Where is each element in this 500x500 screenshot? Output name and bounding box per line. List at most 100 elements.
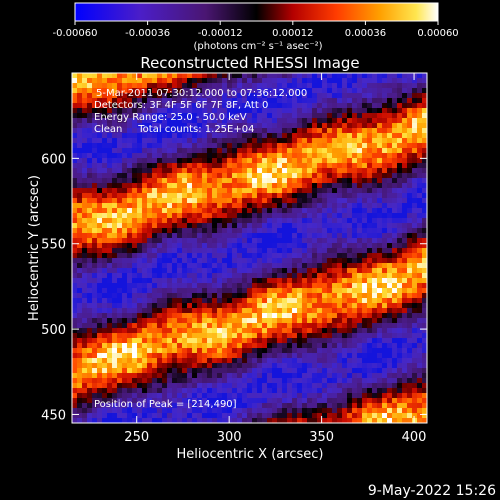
heatmap-cell [257,203,263,209]
heatmap-cell [192,168,198,174]
heatmap-cell [287,213,293,219]
heatmap-cell [107,213,113,219]
heatmap-cell [107,408,113,414]
heatmap-cell [257,148,263,154]
heatmap-cell [322,198,328,204]
heatmap-cell [377,378,383,384]
heatmap-cell [157,403,163,409]
heatmap-cell [417,223,423,229]
heatmap-cell [197,178,203,184]
heatmap-cell [127,303,133,309]
heatmap-cell [292,203,298,209]
heatmap-cell [137,218,143,224]
heatmap-cell [387,93,393,99]
heatmap-cell [102,288,108,294]
heatmap-cell [92,303,98,309]
heatmap-cell [257,278,263,284]
heatmap-cell [207,323,213,329]
heatmap-cell [292,128,298,134]
heatmap-cell [302,258,308,264]
heatmap-cell [152,163,158,169]
heatmap-cell [327,328,333,334]
heatmap-cell [267,398,273,404]
heatmap-cell [197,368,203,374]
heatmap-cell [372,298,378,304]
heatmap-cell [262,368,268,374]
heatmap-cell [407,318,413,324]
heatmap-cell [257,263,263,269]
heatmap-cell [312,248,318,254]
heatmap-cell [277,108,283,114]
heatmap-cell [192,343,198,349]
heatmap-cell [402,278,408,284]
heatmap-cell [182,168,188,174]
heatmap-cell [117,283,123,289]
heatmap-cell [187,143,193,149]
heatmap-cell [197,113,203,119]
heatmap-cell [282,98,288,104]
heatmap-cell [107,338,113,344]
heatmap-cell [417,268,423,274]
heatmap-cell [247,348,253,354]
heatmap-cell [147,138,153,144]
heatmap-cell [342,98,348,104]
heatmap-cell [367,283,373,289]
heatmap-cell [202,383,208,389]
heatmap-cell [422,83,427,89]
heatmap-cell [387,288,393,294]
heatmap-cell [262,388,268,394]
heatmap-cell [377,263,383,269]
heatmap-cell [422,413,427,419]
heatmap-cell [162,208,168,214]
heatmap-cell [372,338,378,344]
heatmap-cell [197,353,203,359]
heatmap-cell [182,158,188,164]
heatmap-cell [157,113,163,119]
heatmap-cell [322,193,328,199]
heatmap-cell [242,388,248,394]
heatmap-cell [312,223,318,229]
heatmap-cell [77,323,83,329]
heatmap-cell [242,363,248,369]
heatmap-cell [242,218,248,224]
heatmap-cell [147,163,153,169]
heatmap-cell [327,213,333,219]
heatmap-cell [307,318,313,324]
heatmap-cell [217,263,223,269]
heatmap-cell [202,343,208,349]
heatmap-cell [372,323,378,329]
heatmap-cell [97,213,103,219]
heatmap-cell [407,278,413,284]
heatmap-cell [237,83,243,89]
heatmap-cell [387,228,393,234]
heatmap-cell [372,88,378,94]
heatmap-cell [367,193,373,199]
heatmap-cell [222,398,228,404]
heatmap-cell [127,243,133,249]
heatmap-cell [272,108,278,114]
heatmap-cell [292,183,298,189]
heatmap-cell [282,398,288,404]
heatmap-cell [362,273,368,279]
heatmap-cell [82,238,88,244]
heatmap-cell [322,398,328,404]
heatmap-cell [92,278,98,284]
heatmap-cell [272,103,278,109]
heatmap-cell [222,108,228,114]
heatmap-cell [402,243,408,249]
heatmap-cell [227,248,233,254]
heatmap-cell [317,123,323,129]
heatmap-cell [412,213,418,219]
heatmap-cell [397,278,403,284]
heatmap-cell [312,143,318,149]
heatmap-cell [412,248,418,254]
heatmap-cell [377,188,383,194]
heatmap-cell [402,348,408,354]
heatmap-cell [167,218,173,224]
heatmap-cell [142,203,148,209]
heatmap-cell [307,393,313,399]
heatmap-cell [172,398,178,404]
heatmap-cell [412,318,418,324]
heatmap-cell [237,343,243,349]
heatmap-cell [272,113,278,119]
